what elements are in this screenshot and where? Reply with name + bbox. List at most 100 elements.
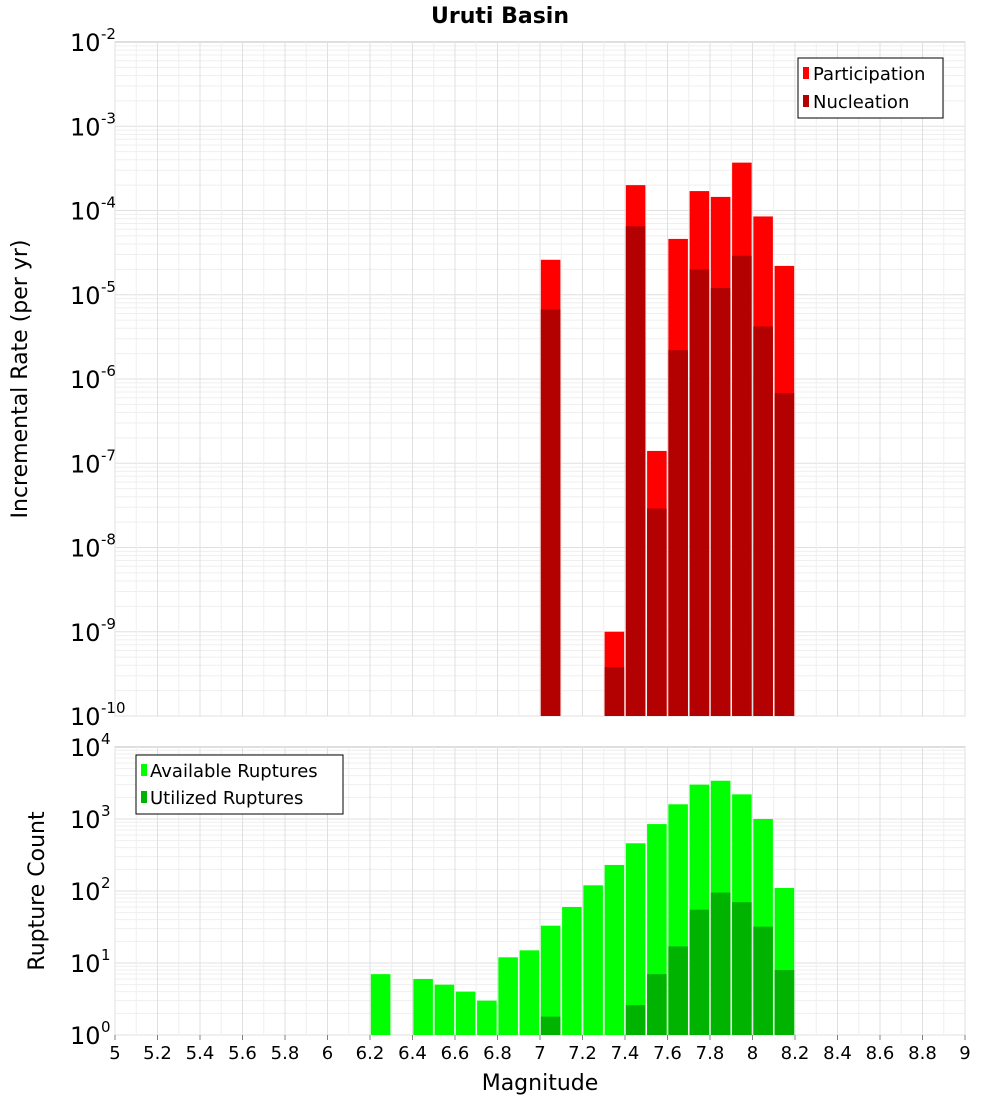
x-tick-label: 5.4: [186, 1043, 215, 1064]
legend-swatch-participation: [803, 67, 809, 79]
x-tick-label: 6.2: [356, 1043, 385, 1064]
bar-utilized-ruptures: [774, 969, 795, 1035]
bar-utilized-ruptures: [732, 902, 752, 1035]
bar-available-ruptures: [583, 885, 603, 1035]
top-y-tick-label: 10: [70, 535, 101, 563]
bar-nucleation: [647, 508, 667, 716]
top-y-tick-exponent: -10: [101, 699, 126, 717]
bar-nucleation: [668, 350, 688, 716]
top-y-tick-label: 10: [70, 703, 101, 731]
x-tick-label: 7.6: [653, 1043, 682, 1064]
top-bars: [540, 162, 795, 717]
bar-utilized-ruptures: [753, 926, 773, 1035]
bottom-y-tick-exponent: 0: [101, 1018, 111, 1036]
bar-available-ruptures: [498, 957, 518, 1035]
bar-utilized-ruptures: [689, 909, 710, 1035]
bar-available-ruptures: [413, 978, 433, 1035]
bar-utilized-ruptures: [540, 1016, 561, 1035]
x-tick-label: 7.2: [568, 1043, 597, 1064]
legend-label-available: Available Ruptures: [150, 761, 318, 782]
bottom-bars: [370, 780, 795, 1035]
bottom-y-tick-label: 10: [70, 1022, 101, 1050]
legend-swatch-available: [141, 764, 147, 776]
bar-nucleation: [604, 667, 625, 716]
top-legend-box: [797, 57, 944, 119]
x-ticks: 5 5.2 5.4 5.6 5.8 6 6.2 6.4 6.6 6.8 7 7.2 7.4 7.6 7.8 8…: [109, 1035, 971, 1064]
legend-swatch-nucleation: [803, 95, 809, 107]
top-grid: [114, 42, 966, 717]
bottom-y-tick-label: 10: [70, 734, 101, 762]
legend-swatch-utilized: [141, 791, 147, 803]
bottom-y-tick-label: 10: [70, 950, 101, 978]
x-tick-label: 6.8: [483, 1043, 512, 1064]
top-y-tick-exponent: -3: [101, 109, 116, 127]
bar-available-ruptures: [562, 906, 582, 1035]
bar-nucleation: [625, 226, 646, 716]
bar-nucleation: [689, 269, 710, 716]
legend-label-participation: Participation: [813, 64, 925, 85]
x-tick-label: 8: [747, 1043, 758, 1064]
bar-utilized-ruptures: [668, 946, 688, 1035]
bar-nucleation: [540, 309, 561, 716]
bottom-y-tick-exponent: 1: [101, 946, 111, 964]
top-y-tick-label: 10: [70, 619, 101, 647]
top-y-tick-exponent: -2: [101, 25, 116, 43]
bottom-legend: Available Ruptures Utilized Ruptures: [135, 754, 344, 815]
top-y-axis-label: Incremental Rate (per yr): [8, 240, 33, 519]
x-tick-label: 8.2: [781, 1043, 810, 1064]
top-y-tick-label: 10: [70, 366, 101, 394]
bar-utilized-ruptures: [647, 974, 667, 1035]
top-y-tick-exponent: -8: [101, 531, 116, 549]
x-tick-label: 6.6: [441, 1043, 470, 1064]
bottom-y-tick-exponent: 4: [101, 730, 111, 748]
bottom-grid: [114, 747, 966, 1036]
bottom-legend-box: [135, 754, 344, 815]
bar-utilized-ruptures: [625, 1005, 646, 1035]
bar-available-ruptures: [540, 925, 561, 1035]
top-y-tick-label: 10: [70, 113, 101, 141]
x-tick-label: 6: [322, 1043, 333, 1064]
bar-available-ruptures: [370, 974, 391, 1035]
x-axis-label: Magnitude: [482, 1071, 599, 1096]
top-y-tick-label: 10: [70, 282, 101, 310]
x-tick-label: 8.4: [823, 1043, 852, 1064]
bar-available-ruptures: [434, 984, 455, 1035]
bar-available-ruptures: [625, 843, 646, 1035]
legend-label-nucleation: Nucleation: [813, 92, 909, 113]
x-tick-label: 7: [534, 1043, 545, 1064]
top-y-tick-label: 10: [70, 450, 101, 478]
bar-available-ruptures: [477, 1000, 497, 1035]
top-y-tick-label: 10: [70, 29, 101, 57]
top-y-tick-exponent: -7: [101, 446, 116, 464]
x-tick-label: 6.4: [398, 1043, 427, 1064]
chart-title: Uruti Basin: [431, 4, 569, 29]
bar-nucleation: [753, 326, 773, 716]
bar-nucleation: [732, 255, 752, 716]
bottom-y-axis-label: Rupture Count: [25, 811, 50, 971]
bar-available-ruptures: [455, 991, 476, 1035]
bottom-y-tick-label: 10: [70, 806, 101, 834]
bottom-y-tick-label: 10: [70, 878, 101, 906]
x-tick-label: 9: [959, 1043, 970, 1064]
top-y-tick-exponent: -4: [101, 194, 116, 212]
bottom-y-tick-exponent: 3: [101, 802, 111, 820]
x-tick-label: 8.6: [866, 1043, 895, 1064]
top-y-tick-exponent: -5: [101, 278, 116, 296]
bottom-y-tick-exponent: 2: [101, 874, 111, 892]
top-y-tick-exponent: -6: [101, 362, 116, 380]
bar-nucleation: [710, 288, 731, 716]
x-tick-label: 8.8: [908, 1043, 937, 1064]
x-tick-label: 7.8: [696, 1043, 725, 1064]
x-tick-label: 5.6: [228, 1043, 257, 1064]
legend-label-utilized: Utilized Ruptures: [150, 788, 303, 809]
top-legend: Participation Nucleation: [797, 57, 944, 119]
top-y-tick-exponent: -9: [101, 615, 116, 633]
x-tick-label: 5.2: [143, 1043, 172, 1064]
x-tick-label: 5.8: [271, 1043, 300, 1064]
bar-available-ruptures: [519, 950, 540, 1035]
x-tick-label: 7.4: [611, 1043, 640, 1064]
